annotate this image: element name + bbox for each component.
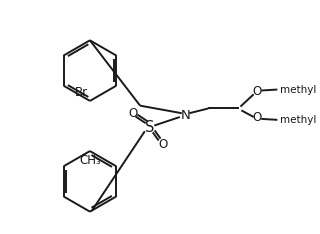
Text: methyl: methyl: [280, 115, 316, 125]
Text: S: S: [145, 120, 154, 135]
Text: N: N: [181, 109, 190, 122]
Text: O: O: [253, 111, 262, 124]
Text: Br: Br: [75, 86, 88, 99]
Text: O: O: [128, 107, 137, 120]
Text: O: O: [158, 138, 167, 151]
Text: O: O: [253, 85, 262, 98]
Text: CH₃: CH₃: [79, 154, 101, 167]
Text: methyl: methyl: [280, 84, 316, 95]
